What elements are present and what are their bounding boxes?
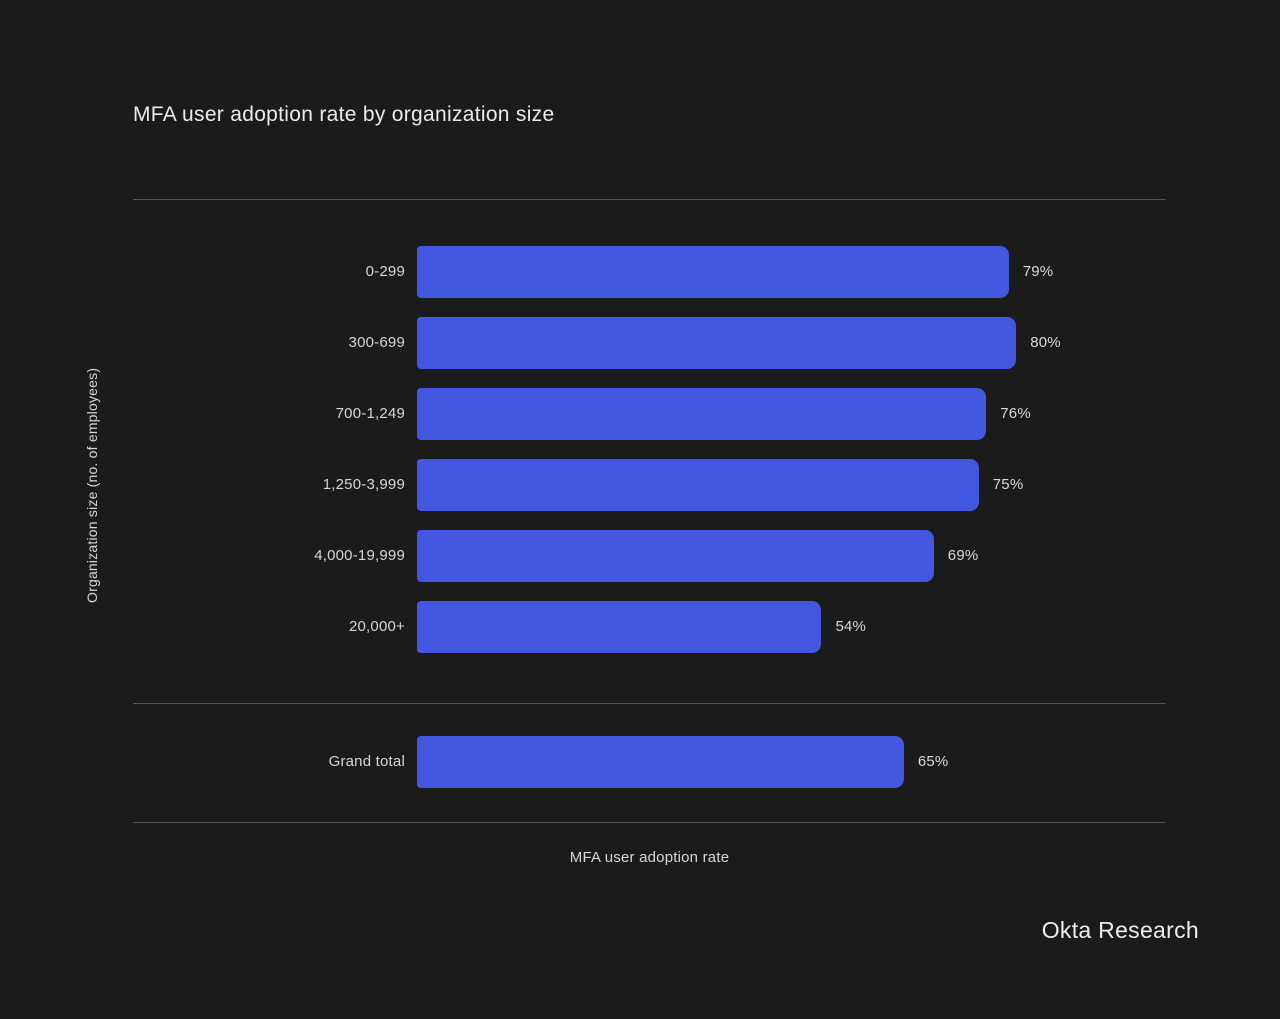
category-label: 700-1,249 xyxy=(335,405,405,422)
category-label: Grand total xyxy=(328,753,405,770)
bar-row: 20,000+ 54% xyxy=(133,591,1166,662)
bar-track: 75% xyxy=(417,449,1166,520)
bar-row: 4,000-19,999 69% xyxy=(133,520,1166,591)
bar-row: 300-699 80% xyxy=(133,307,1166,378)
x-axis-label: MFA user adoption rate xyxy=(569,849,730,866)
bar-track: 54% xyxy=(417,591,1166,662)
bar-rows: 0-299 79% 300-699 80% 700-1,249 76% 1,250-3,99… xyxy=(133,236,1166,662)
value-label: 54% xyxy=(835,618,867,635)
bar xyxy=(417,245,1009,298)
divider-middle xyxy=(133,703,1166,704)
y-axis-label: Organization size (no. of employees) xyxy=(84,367,100,603)
bar-row: 1,250-3,999 75% xyxy=(133,449,1166,520)
value-label: 76% xyxy=(1000,405,1031,422)
category-label: 1,250-3,999 xyxy=(322,476,405,493)
bar-row: 700-1,249 76% xyxy=(133,378,1166,449)
category-label: 0-299 xyxy=(365,263,405,280)
source-label: Okta Research xyxy=(1041,917,1199,943)
bar xyxy=(417,600,822,653)
bar-track: 76% xyxy=(417,378,1166,449)
divider-bottom xyxy=(133,822,1166,823)
divider-top xyxy=(133,199,1166,200)
value-label: 79% xyxy=(1022,263,1054,280)
chart-title: MFA user adoption rate by organization s… xyxy=(133,103,555,126)
grand-total-row-container: Grand total 65% xyxy=(133,726,1166,797)
category-label: 20,000+ xyxy=(348,618,405,635)
bar-row: Grand total 65% xyxy=(133,726,1166,797)
bar xyxy=(417,387,987,440)
bar-track: 65% xyxy=(417,726,1166,797)
bar xyxy=(417,316,1017,369)
bar xyxy=(417,529,934,582)
bar-track: 79% xyxy=(417,236,1166,307)
value-label: 65% xyxy=(917,753,949,770)
category-label: 300-699 xyxy=(348,334,405,351)
value-label: 75% xyxy=(992,476,1024,493)
bar-track: 80% xyxy=(417,307,1166,378)
category-label: 4,000-19,999 xyxy=(314,547,405,564)
value-label: 69% xyxy=(947,547,979,564)
bar-row: 0-299 79% xyxy=(133,236,1166,307)
bar xyxy=(417,735,904,788)
bar xyxy=(417,458,979,511)
value-label: 80% xyxy=(1030,334,1061,351)
bar-track: 69% xyxy=(417,520,1166,591)
